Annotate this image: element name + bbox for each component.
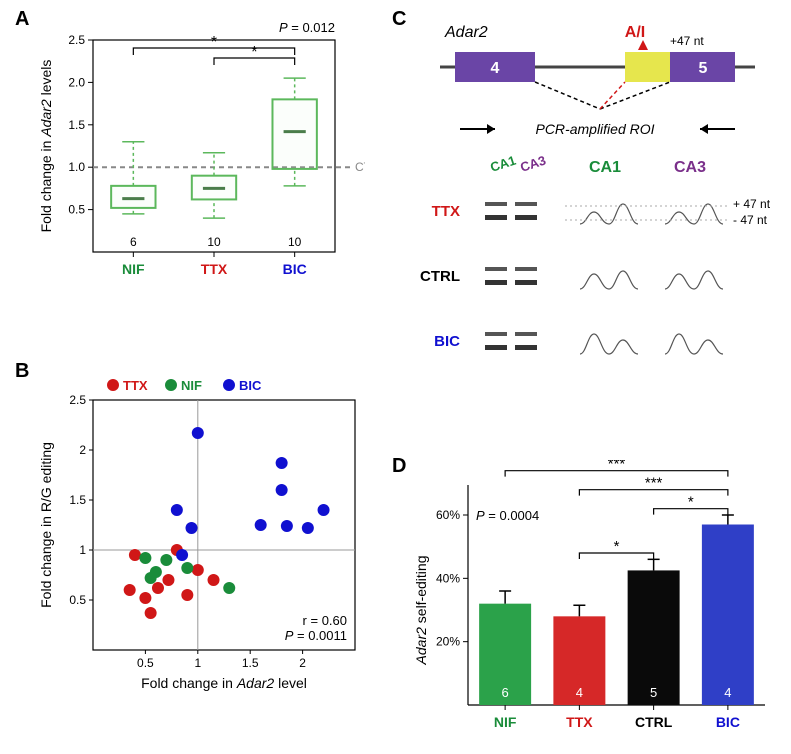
svg-text:4: 4 <box>491 60 500 77</box>
svg-text:***: *** <box>645 475 663 492</box>
svg-text:CA3: CA3 <box>674 159 706 176</box>
svg-text:10: 10 <box>288 235 302 249</box>
svg-text:PCR-amplified ROI: PCR-amplified ROI <box>535 121 654 137</box>
svg-text:10: 10 <box>207 235 221 249</box>
svg-text:2: 2 <box>79 443 86 457</box>
svg-text:+ 47 nt: + 47 nt <box>733 197 771 211</box>
svg-text:NIF: NIF <box>494 714 517 730</box>
svg-text:1.5: 1.5 <box>69 493 86 507</box>
svg-text:2.5: 2.5 <box>68 33 85 47</box>
svg-text:P = 0.012: P = 0.012 <box>279 20 335 35</box>
panel-b-label: B <box>15 360 29 383</box>
svg-text:60%: 60% <box>436 508 460 522</box>
svg-text:1.0: 1.0 <box>68 160 85 174</box>
svg-text:***: *** <box>608 460 626 473</box>
svg-text:NIF: NIF <box>122 261 145 277</box>
svg-text:- 47 nt: - 47 nt <box>733 213 768 227</box>
svg-text:5: 5 <box>699 60 708 77</box>
svg-text:TTX: TTX <box>123 378 148 393</box>
svg-text:CA1: CA1 <box>488 153 517 175</box>
svg-text:NIF: NIF <box>181 378 202 393</box>
panel-a-svg: 0.5 1.0 1.5 2.0 2.5 Fold change in Adar2 leve… <box>35 12 365 297</box>
svg-text:40%: 40% <box>436 571 460 585</box>
svg-text:6: 6 <box>130 235 137 249</box>
svg-text:0.5: 0.5 <box>69 593 86 607</box>
svg-text:BIC: BIC <box>434 333 460 350</box>
svg-text:TTX: TTX <box>201 261 228 277</box>
svg-text:Fold change in Adar2 level: Fold change in Adar2 level <box>141 675 307 691</box>
panel-d-svg: 20% 40% 60% Adar2 self-editing P = 0.0004 6 NI… <box>410 460 775 745</box>
svg-text:CTRL: CTRL <box>355 160 365 174</box>
svg-text:CA3: CA3 <box>518 153 547 175</box>
svg-text:*: * <box>614 538 620 555</box>
panel-c-svg: 45A/I+47 ntAdar2PCR-amplified ROICA1CA3C… <box>410 12 775 422</box>
panel-a-label: A <box>15 8 29 31</box>
svg-text:6: 6 <box>502 685 509 700</box>
panel-c-diagram: 45A/I+47 ntAdar2PCR-amplified ROICA1CA3C… <box>410 12 775 392</box>
svg-text:Fold change in R/G editing: Fold change in R/G editing <box>38 442 54 608</box>
svg-text:4: 4 <box>576 685 583 700</box>
svg-text:5: 5 <box>650 685 657 700</box>
panel-d-barchart: 20% 40% 60% Adar2 self-editing P = 0.0004 6 NI… <box>410 460 775 740</box>
svg-text:*: * <box>251 44 257 61</box>
svg-text:Fold change in Adar2 levels: Fold change in Adar2 levels <box>38 60 54 233</box>
svg-text:TTX: TTX <box>432 203 460 220</box>
svg-text:Adar2: Adar2 <box>444 24 488 41</box>
panel-c-label: C <box>392 8 406 31</box>
svg-text:0.5: 0.5 <box>68 203 85 217</box>
svg-text:0.5: 0.5 <box>137 656 154 670</box>
svg-text:P = 0.0011: P = 0.0011 <box>285 628 347 643</box>
svg-text:Adar2 self-editing: Adar2 self-editing <box>413 556 429 666</box>
svg-text:*: * <box>211 34 217 51</box>
svg-text:1.5: 1.5 <box>68 118 85 132</box>
svg-text:CTRL: CTRL <box>635 714 673 730</box>
svg-text:BIC: BIC <box>283 261 307 277</box>
panel-d-label: D <box>392 455 406 478</box>
svg-text:2.0: 2.0 <box>68 75 85 89</box>
svg-text:1: 1 <box>79 543 86 557</box>
svg-text:4: 4 <box>724 685 731 700</box>
panel-b-svg: 0.5 1 1.5 2 0.5 1 1.5 2 2.5 Fold change in Adar2 … <box>35 365 365 725</box>
svg-text:*: * <box>688 494 694 511</box>
svg-text:2.5: 2.5 <box>69 393 86 407</box>
svg-text:2: 2 <box>299 656 306 670</box>
panel-b-scatter: 0.5 1 1.5 2 0.5 1 1.5 2 2.5 Fold change in Adar2 … <box>35 365 365 715</box>
svg-text:+47 nt: +47 nt <box>670 34 704 48</box>
svg-text:P = 0.0004: P = 0.0004 <box>476 508 539 523</box>
svg-text:TTX: TTX <box>566 714 593 730</box>
svg-text:r = 0.60: r = 0.60 <box>303 613 347 628</box>
svg-text:1.5: 1.5 <box>242 656 259 670</box>
svg-text:20%: 20% <box>436 635 460 649</box>
panel-a-boxplot: 0.5 1.0 1.5 2.0 2.5 Fold change in Adar2 leve… <box>35 12 365 292</box>
svg-text:CA1: CA1 <box>589 159 621 176</box>
svg-text:BIC: BIC <box>239 378 262 393</box>
svg-text:BIC: BIC <box>716 714 740 730</box>
figure-container: A 0.5 1.0 1.5 2.0 2.5 Fold change in Adar2 le… <box>0 0 791 754</box>
svg-text:A/I: A/I <box>625 24 645 41</box>
svg-text:CTRL: CTRL <box>420 268 460 285</box>
svg-text:1: 1 <box>194 656 201 670</box>
